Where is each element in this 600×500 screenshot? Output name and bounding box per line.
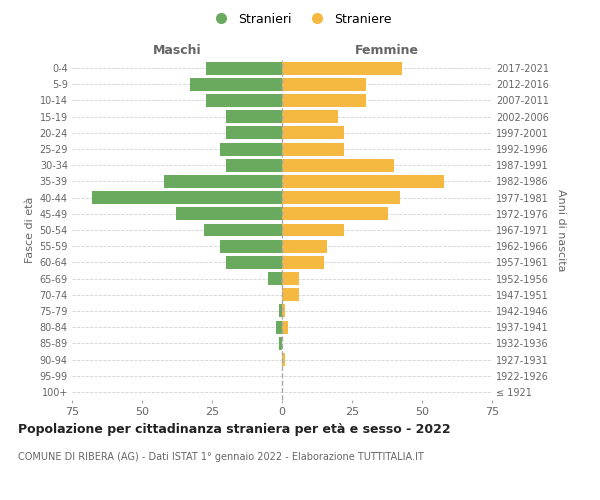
Bar (282, 320, 287, 334)
Bar (226, 159, 282, 172)
Text: Femmine: Femmine (355, 44, 419, 57)
Bar (176, 208, 282, 220)
Bar (277, 320, 282, 334)
Bar (220, 240, 282, 252)
Text: Popolazione per cittadinanza straniera per età e sesso - 2022: Popolazione per cittadinanza straniera p… (18, 422, 451, 436)
Bar (282, 288, 299, 301)
Bar (220, 142, 282, 156)
Bar (282, 94, 366, 107)
Bar (282, 126, 344, 140)
Bar (282, 224, 344, 236)
Bar (279, 304, 282, 318)
Bar (282, 110, 338, 123)
Y-axis label: Anni di nascita: Anni di nascita (556, 188, 566, 271)
Bar (282, 208, 388, 220)
Bar (282, 62, 403, 74)
Legend: Stranieri, Straniere: Stranieri, Straniere (203, 8, 397, 31)
Bar (164, 175, 282, 188)
Bar (206, 94, 282, 107)
Bar (282, 191, 400, 204)
Text: COMUNE DI RIBERA (AG) - Dati ISTAT 1° gennaio 2022 - Elaborazione TUTTITALIA.IT: COMUNE DI RIBERA (AG) - Dati ISTAT 1° ge… (18, 452, 424, 462)
Bar (206, 62, 282, 74)
Y-axis label: Fasce di età: Fasce di età (25, 197, 35, 263)
Bar (226, 110, 282, 123)
Bar (282, 256, 324, 269)
Bar (279, 337, 282, 350)
Bar (92, 191, 282, 204)
Bar (268, 272, 282, 285)
Bar (203, 224, 282, 236)
Bar (226, 126, 282, 140)
Bar (282, 240, 327, 252)
Bar (282, 175, 445, 188)
Bar (282, 272, 299, 285)
Text: Maschi: Maschi (152, 44, 202, 57)
Bar (190, 78, 282, 91)
Bar (282, 159, 394, 172)
Bar (226, 256, 282, 269)
Bar (282, 142, 344, 156)
Bar (282, 304, 285, 318)
Bar (282, 78, 366, 91)
Bar (282, 353, 285, 366)
